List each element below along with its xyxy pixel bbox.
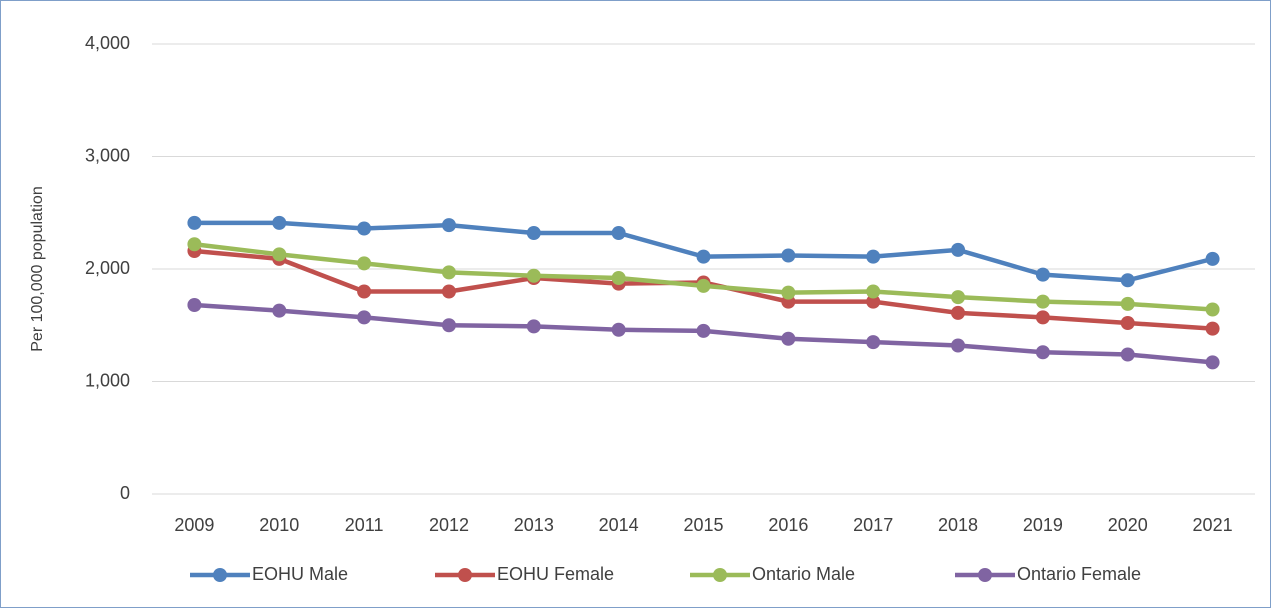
x-tick-label: 2015: [683, 515, 723, 535]
series-marker: [187, 237, 202, 252]
series-marker: [951, 338, 966, 353]
y-tick-label: 3,000: [85, 145, 130, 165]
series-marker: [441, 265, 456, 280]
series-marker: [781, 248, 796, 263]
x-tick-label: 2021: [1193, 515, 1233, 535]
x-tick-label: 2013: [514, 515, 554, 535]
x-tick-label: 2019: [1023, 515, 1063, 535]
series-marker: [1035, 267, 1050, 282]
x-tick-label: 2017: [853, 515, 893, 535]
series-marker: [441, 318, 456, 333]
series-marker: [1205, 302, 1220, 317]
series-marker: [611, 322, 626, 337]
legend-label: Ontario Male: [752, 564, 855, 584]
series-marker: [1120, 273, 1135, 288]
y-tick-label: 1,000: [85, 370, 130, 390]
legend-label: EOHU Female: [497, 564, 614, 584]
series-marker: [357, 284, 372, 299]
series-marker: [1205, 321, 1220, 336]
series-marker: [1120, 316, 1135, 330]
series-marker: [526, 268, 541, 283]
series-marker: [951, 290, 966, 305]
series-marker: [1120, 347, 1135, 362]
series-marker: [866, 284, 881, 299]
legend-marker: [978, 568, 992, 582]
legend-marker: [213, 568, 227, 582]
x-tick-label: 2010: [259, 515, 299, 535]
legend-label: Ontario Female: [1017, 564, 1141, 584]
series-marker: [526, 319, 541, 334]
series-marker: [1120, 296, 1135, 311]
legend-marker: [713, 568, 727, 582]
legend-label: EOHU Male: [252, 564, 348, 584]
legend-marker: [458, 568, 472, 582]
series-marker: [781, 285, 796, 300]
y-tick-label: 4,000: [85, 33, 130, 53]
series-marker: [1205, 251, 1220, 266]
y-tick-label: 2,000: [85, 258, 130, 278]
series-marker: [1035, 345, 1050, 360]
series-marker: [187, 215, 202, 230]
series-marker: [611, 226, 626, 240]
x-tick-label: 2012: [429, 515, 469, 535]
series-marker: [951, 242, 966, 257]
series-marker: [1205, 355, 1220, 370]
series-marker: [272, 215, 287, 230]
x-tick-label: 2009: [174, 515, 214, 535]
series-marker: [357, 221, 372, 236]
series-marker: [526, 226, 541, 240]
series-marker: [781, 331, 796, 346]
series-marker: [272, 303, 287, 318]
series-marker: [1035, 310, 1050, 325]
series-marker: [951, 305, 966, 320]
series-marker: [611, 271, 626, 285]
series-marker: [696, 278, 711, 293]
series-marker: [696, 323, 711, 338]
series-marker: [696, 249, 711, 264]
x-tick-label: 2011: [345, 515, 384, 535]
series-marker: [866, 249, 881, 264]
x-tick-label: 2020: [1108, 515, 1148, 535]
series-marker: [357, 256, 372, 271]
series-marker: [441, 284, 456, 299]
series-marker: [187, 298, 202, 312]
series-marker: [866, 294, 881, 309]
y-tick-label: 0: [120, 483, 130, 503]
y-axis-label: Per 100,000 population: [29, 186, 46, 351]
series-marker: [1035, 294, 1050, 309]
series-marker: [441, 218, 456, 233]
x-tick-label: 2018: [938, 515, 978, 535]
series-marker: [272, 247, 287, 262]
x-tick-label: 2016: [768, 515, 808, 535]
series-marker: [357, 310, 372, 325]
x-tick-label: 2014: [599, 515, 639, 535]
series-marker: [866, 335, 881, 350]
